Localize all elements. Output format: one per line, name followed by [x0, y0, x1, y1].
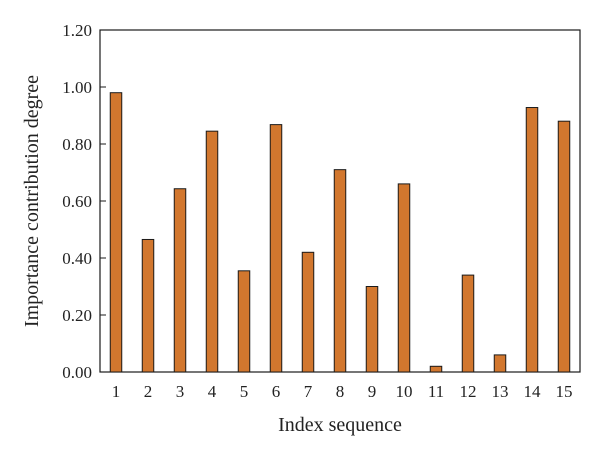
bar-5 — [237, 270, 251, 373]
x-tick-label-13: 13 — [492, 382, 509, 401]
bar-9 — [365, 286, 379, 373]
x-tick-label-10: 10 — [396, 382, 413, 401]
x-tick-label-4: 4 — [208, 382, 217, 401]
x-tick-label-15: 15 — [556, 382, 573, 401]
y-tick-label-1: 0.20 — [62, 306, 92, 325]
y-axis-ticks: 0.00 0.20 0.40 0.60 0.80 1.00 1.20 — [62, 21, 106, 382]
x-tick-label-2: 2 — [144, 382, 153, 401]
x-tick-label-9: 9 — [368, 382, 377, 401]
y-axis-label: Importance contribution degree — [21, 75, 43, 327]
x-tick-label-1: 1 — [112, 382, 121, 401]
x-axis-ticks: 1 2 3 4 5 6 7 8 9 10 11 12 13 14 15 — [112, 382, 573, 401]
bar-8 — [333, 169, 347, 373]
x-tick-label-6: 6 — [272, 382, 281, 401]
x-tick-label-5: 5 — [240, 382, 249, 401]
y-tick-label-5: 1.00 — [62, 78, 92, 97]
y-tick-label-3: 0.60 — [62, 192, 92, 211]
y-tick-label-6: 1.20 — [62, 21, 92, 40]
bar-4 — [205, 130, 219, 373]
bars-group — [109, 92, 571, 373]
bar-10 — [397, 183, 411, 373]
bar-7 — [301, 251, 315, 373]
x-tick-label-7: 7 — [304, 382, 313, 401]
y-tick-label-2: 0.40 — [62, 249, 92, 268]
x-axis-label: Index sequence — [278, 414, 402, 436]
bar-11 — [429, 365, 443, 373]
x-tick-label-8: 8 — [336, 382, 345, 401]
x-tick-label-11: 11 — [428, 382, 444, 401]
bar-6 — [269, 124, 283, 373]
x-tick-label-14: 14 — [524, 382, 542, 401]
y-tick-label-0: 0.00 — [62, 363, 92, 382]
y-tick-label-4: 0.80 — [62, 135, 92, 154]
bar-13 — [493, 354, 507, 373]
bar-15 — [557, 120, 571, 373]
bar-1 — [109, 92, 123, 373]
x-tick-label-12: 12 — [460, 382, 477, 401]
bar-14 — [525, 107, 539, 373]
x-tick-label-3: 3 — [176, 382, 185, 401]
bar-12 — [461, 274, 475, 373]
bar-2 — [141, 238, 155, 373]
bar-3 — [173, 188, 187, 373]
